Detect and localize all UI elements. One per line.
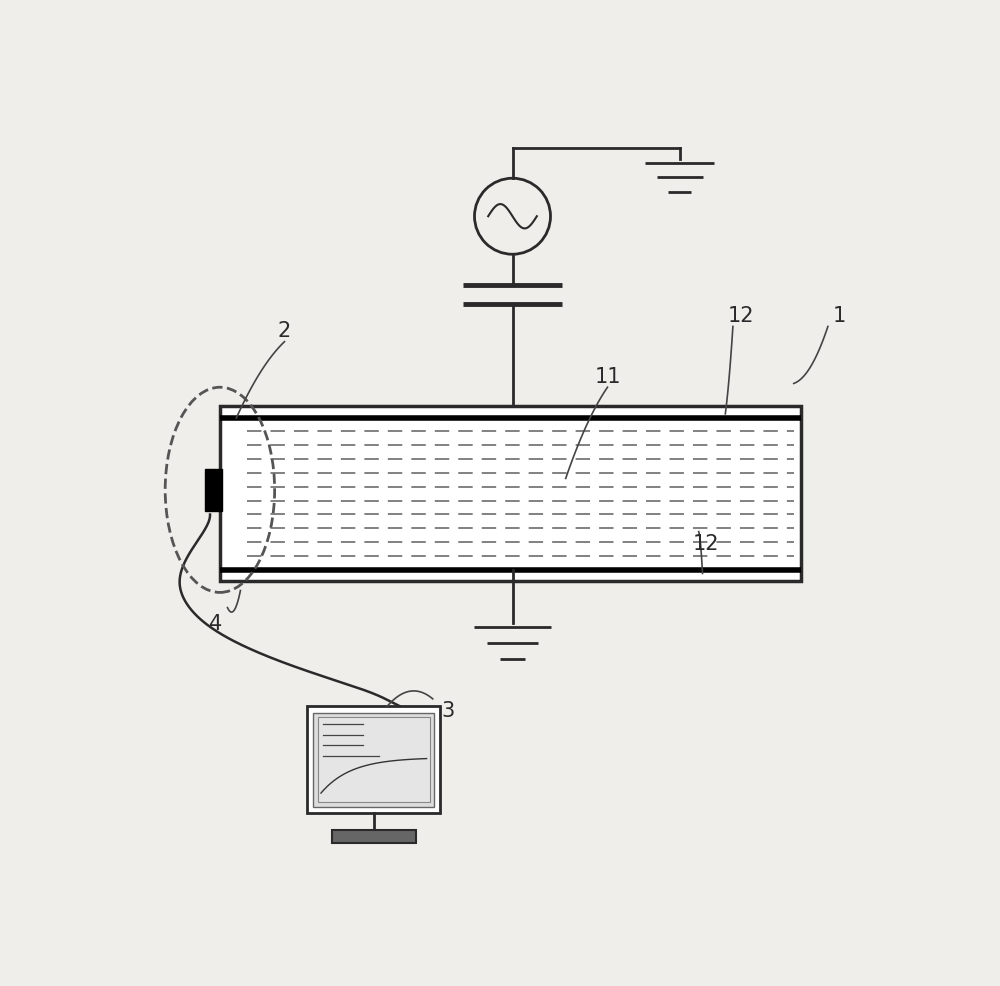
Text: 11: 11 xyxy=(594,367,621,387)
Text: 4: 4 xyxy=(209,613,223,633)
Text: 12: 12 xyxy=(693,533,720,553)
Text: 1: 1 xyxy=(833,306,846,325)
Text: 3: 3 xyxy=(441,700,455,721)
Bar xyxy=(318,718,430,803)
Text: 2: 2 xyxy=(278,320,291,341)
Bar xyxy=(307,707,440,813)
Text: 12: 12 xyxy=(727,306,754,325)
Bar xyxy=(332,829,416,843)
Bar xyxy=(220,407,801,582)
Bar xyxy=(205,469,222,511)
Bar xyxy=(313,713,434,807)
